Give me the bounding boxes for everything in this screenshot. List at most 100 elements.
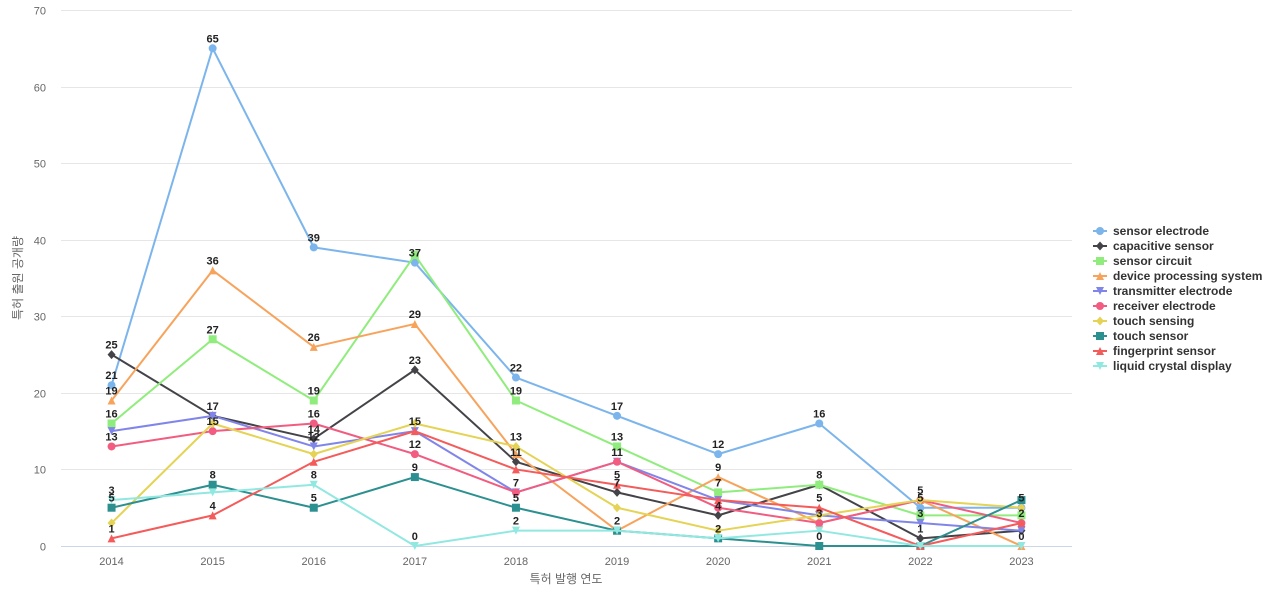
data-label: 7 <box>614 477 620 489</box>
data-label: 8 <box>311 470 317 482</box>
data-point <box>309 457 318 466</box>
data-point <box>107 396 116 405</box>
data-point <box>107 503 116 512</box>
y-tick-label: 40 <box>34 236 46 248</box>
legend-label: transmitter electrode <box>1113 284 1233 298</box>
data-point <box>309 434 318 444</box>
data-point <box>815 419 824 428</box>
series-line <box>110 422 1023 525</box>
legend-item[interactable]: touch sensing <box>1093 314 1194 328</box>
data-point <box>916 511 925 520</box>
data-label: 0 <box>816 531 822 543</box>
data-label: 13 <box>611 431 623 443</box>
data-point <box>410 473 419 482</box>
y-tick-label: 60 <box>34 83 46 95</box>
data-label: 26 <box>308 332 320 344</box>
y-tick-label: 20 <box>34 389 46 401</box>
data-point <box>208 44 217 53</box>
data-point <box>815 510 824 520</box>
data-label: 7 <box>513 477 519 489</box>
series-1 <box>107 350 1026 543</box>
data-label: 25 <box>105 340 117 352</box>
legend-label: sensor circuit <box>1113 254 1192 268</box>
legend-label: fingerprint sensor <box>1113 344 1216 358</box>
data-label: 3 <box>816 508 822 520</box>
series-2 <box>107 251 1026 520</box>
x-tick-label: 2014 <box>99 556 123 568</box>
data-point <box>511 373 520 382</box>
data-label: 3 <box>108 485 114 497</box>
data-point <box>815 526 824 535</box>
legend-label: capacitive sensor <box>1113 239 1214 253</box>
data-label: 36 <box>207 255 219 267</box>
x-tick-label: 2022 <box>908 556 932 568</box>
data-point <box>208 427 217 436</box>
data-point <box>208 335 217 344</box>
data-label: 3 <box>917 508 923 520</box>
data-point <box>309 442 318 451</box>
series-line <box>110 430 1023 547</box>
legend-item[interactable]: sensor circuit <box>1093 254 1192 268</box>
data-label: 14 <box>308 424 321 436</box>
legend-item[interactable]: device processing system <box>1093 269 1262 283</box>
data-label: 0 <box>1018 531 1024 543</box>
data-point <box>1017 542 1026 550</box>
data-point <box>1017 526 1026 535</box>
data-label: 17 <box>207 401 219 413</box>
data-label: 1 <box>917 523 923 535</box>
data-point <box>815 480 824 489</box>
data-label: 4 <box>210 500 217 512</box>
legend-item[interactable]: liquid crystal display <box>1093 359 1232 373</box>
data-point <box>714 496 723 505</box>
legend-marker <box>1096 287 1104 295</box>
data-label: 27 <box>207 324 219 336</box>
data-point <box>511 441 520 451</box>
data-point <box>1017 503 1026 513</box>
series-7 <box>107 473 1026 550</box>
legend-item[interactable]: receiver electrode <box>1093 299 1216 313</box>
gridlines <box>61 10 1072 470</box>
data-point <box>613 480 622 489</box>
data-label: 5 <box>917 493 923 505</box>
data-point <box>208 480 217 489</box>
data-point <box>511 503 520 512</box>
data-point <box>511 396 520 405</box>
series-9 <box>107 480 1026 550</box>
series-5 <box>107 419 1026 528</box>
legend-marker <box>1096 362 1104 370</box>
data-label: 9 <box>412 462 418 474</box>
series-4 <box>107 411 1026 535</box>
data-label: 16 <box>105 408 117 420</box>
data-point <box>309 342 318 351</box>
x-tick-label: 2023 <box>1009 556 1033 568</box>
data-point <box>410 418 419 428</box>
data-point <box>714 450 723 459</box>
data-label: 19 <box>510 386 522 398</box>
legend-item[interactable]: capacitive sensor <box>1093 239 1214 253</box>
legend-item[interactable]: fingerprint sensor <box>1093 344 1216 358</box>
data-label: 4 <box>715 500 722 512</box>
data-label: 19 <box>308 386 320 398</box>
data-label: 13 <box>510 431 522 443</box>
data-point <box>107 442 116 451</box>
data-label: 65 <box>207 33 219 45</box>
data-label: 5 <box>513 493 519 505</box>
x-tick-label: 2021 <box>807 556 831 568</box>
legend-item[interactable]: touch sensor <box>1093 329 1189 343</box>
data-label: 8 <box>210 470 216 482</box>
data-point <box>613 487 622 497</box>
data-point <box>815 519 824 528</box>
legend-item[interactable]: sensor electrode <box>1093 224 1209 238</box>
legend-marker <box>1096 272 1104 280</box>
data-point <box>410 319 419 328</box>
data-label: 8 <box>816 470 822 482</box>
legend-item[interactable]: transmitter electrode <box>1093 284 1233 298</box>
data-point <box>613 503 622 513</box>
data-point <box>107 381 116 390</box>
legend-marker <box>1096 227 1104 235</box>
data-label: 23 <box>409 355 421 367</box>
data-point <box>916 542 925 550</box>
data-label: 5 <box>917 485 923 497</box>
